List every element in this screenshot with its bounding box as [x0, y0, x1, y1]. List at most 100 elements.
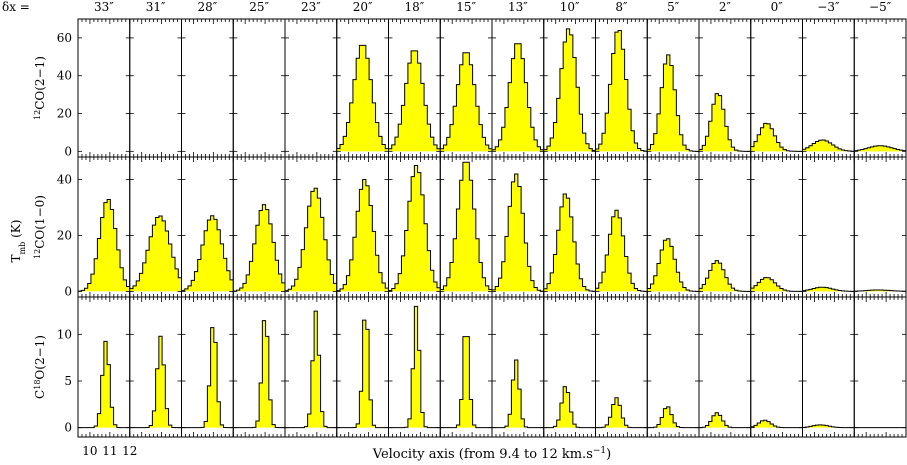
spectrum-panel [750, 296, 803, 438]
spectrum-line [699, 260, 751, 292]
spectrum-panel [802, 296, 855, 438]
spectrum-line [233, 320, 285, 429]
spectrum-panel [491, 18, 545, 158]
spectrum-line [854, 145, 906, 152]
spectrum-line [699, 93, 751, 152]
spectrum-panel [181, 156, 234, 298]
spectrum-fill [595, 210, 648, 292]
y-tick-label: 40 [57, 172, 72, 186]
spectrum-line [595, 397, 648, 429]
spectrum-line [388, 165, 441, 291]
spectrum-fill [440, 162, 492, 292]
offset-label: −3″ [817, 0, 840, 14]
y-tick-label: 40 [57, 69, 72, 83]
spectrum-panel [853, 156, 907, 298]
offset-header: δx = 33″ 31″ 28″ 25″ 23″ 20″ 18″ 15″ 13″ 10″ 8″ 5″ 2″… [2, 0, 892, 14]
spectrum-panel [284, 296, 338, 438]
offset-label: 5″ [667, 0, 680, 14]
spectrum-line [492, 173, 544, 292]
panel-frame [853, 156, 907, 298]
spectrum-row: 0 5 10 [57, 296, 907, 438]
spectrum-line [78, 340, 130, 429]
spectrum-panel [232, 296, 286, 438]
offset-label: 0″ [771, 0, 784, 14]
panel-frame [284, 18, 338, 158]
spectrum-fill [492, 43, 544, 152]
spectrum-fill [285, 188, 337, 292]
spectrum-line [285, 310, 337, 429]
spectrum-line [750, 122, 803, 152]
offset-label: 18″ [404, 0, 424, 14]
spectrum-line [388, 305, 441, 429]
spectrum-fill [336, 45, 389, 152]
spectrum-line [181, 327, 234, 429]
header-prefix: δx = [2, 0, 30, 14]
spectrum-panel [181, 18, 234, 158]
x-tick-label: 11 [102, 444, 117, 458]
spectrum-fill [543, 28, 596, 152]
spectrum-panel [491, 156, 545, 298]
spectrum-panel [646, 156, 700, 298]
y-tick-label: 10 [57, 327, 72, 341]
velocity-axis: 10 11 12 Velocity axis (from 9.4 to 12 km.s… [82, 444, 611, 462]
shared-y-label: Tmb (K) [9, 220, 27, 263]
spectrum-line [750, 277, 803, 292]
spectrum-line [750, 419, 803, 429]
spectrum-fill [78, 199, 130, 292]
spectrum-line [699, 412, 751, 429]
panel-frame [77, 18, 131, 158]
spectrum-line [336, 319, 389, 429]
spectrum-panel [336, 296, 389, 438]
row-labels: 12CO(2−1) 12CO(1−0) C18O(2−1) Tmb (K) [9, 56, 47, 399]
y-tick-label: 20 [57, 228, 72, 242]
spectrum-fill [492, 173, 544, 292]
spectrum-panel [853, 18, 907, 158]
spectrum-panel [853, 296, 907, 438]
spectrum-fill [854, 145, 906, 152]
spectrum-panel [232, 156, 286, 298]
spectrum-line [802, 424, 855, 429]
spectrum-line [78, 199, 130, 292]
spectrum-panel [284, 18, 338, 158]
spectrum-panel [491, 296, 545, 438]
spectrum-panel [77, 156, 131, 298]
spectrum-panel [336, 18, 389, 158]
spectrum-fill [78, 341, 130, 428]
spectrum-line [181, 215, 234, 291]
spectrum-line [647, 238, 699, 292]
offset-label: 2″ [719, 0, 732, 14]
offset-label: 8″ [615, 0, 628, 14]
spectrum-line [647, 406, 699, 429]
row-label: 12CO(2−1) [33, 56, 48, 120]
spectrum-line [336, 179, 389, 292]
spectrum-row: 0 20 40 60 [57, 18, 907, 158]
spectrum-line [492, 359, 544, 429]
spectrum-fill [543, 194, 596, 292]
spectrum-panel [439, 18, 493, 158]
spectrum-panel [181, 296, 234, 438]
spectrum-row: 0 20 40 [57, 156, 907, 298]
panel-grid: 0 20 40 60 0 20 40 0 5 10 [57, 18, 907, 438]
spectrum-fill [750, 420, 803, 428]
spectrum-panel [543, 296, 596, 438]
spectrum-panel [698, 156, 752, 298]
spectrum-panel [232, 18, 286, 158]
spectrum-panel [698, 18, 752, 158]
spectrum-panel [595, 296, 648, 438]
spectrum-fill [647, 54, 699, 152]
spectrum-panel [543, 156, 596, 298]
spectrum-line [595, 29, 648, 152]
spectrum-panel [284, 156, 338, 298]
spectrum-panel [750, 156, 803, 298]
x-axis-title: Velocity axis (from 9.4 to 12 km.s−1) [372, 446, 611, 462]
panel-frame [802, 18, 855, 158]
x-tick-label: 10 [82, 444, 97, 458]
y-tick-label: 0 [64, 284, 72, 298]
spectrum-line [388, 50, 441, 150]
spectrum-line [440, 161, 492, 290]
spectrum-panel [439, 156, 493, 298]
spectrum-panel [129, 296, 182, 438]
panel-frame [802, 156, 855, 298]
spectrum-fill [492, 359, 544, 428]
